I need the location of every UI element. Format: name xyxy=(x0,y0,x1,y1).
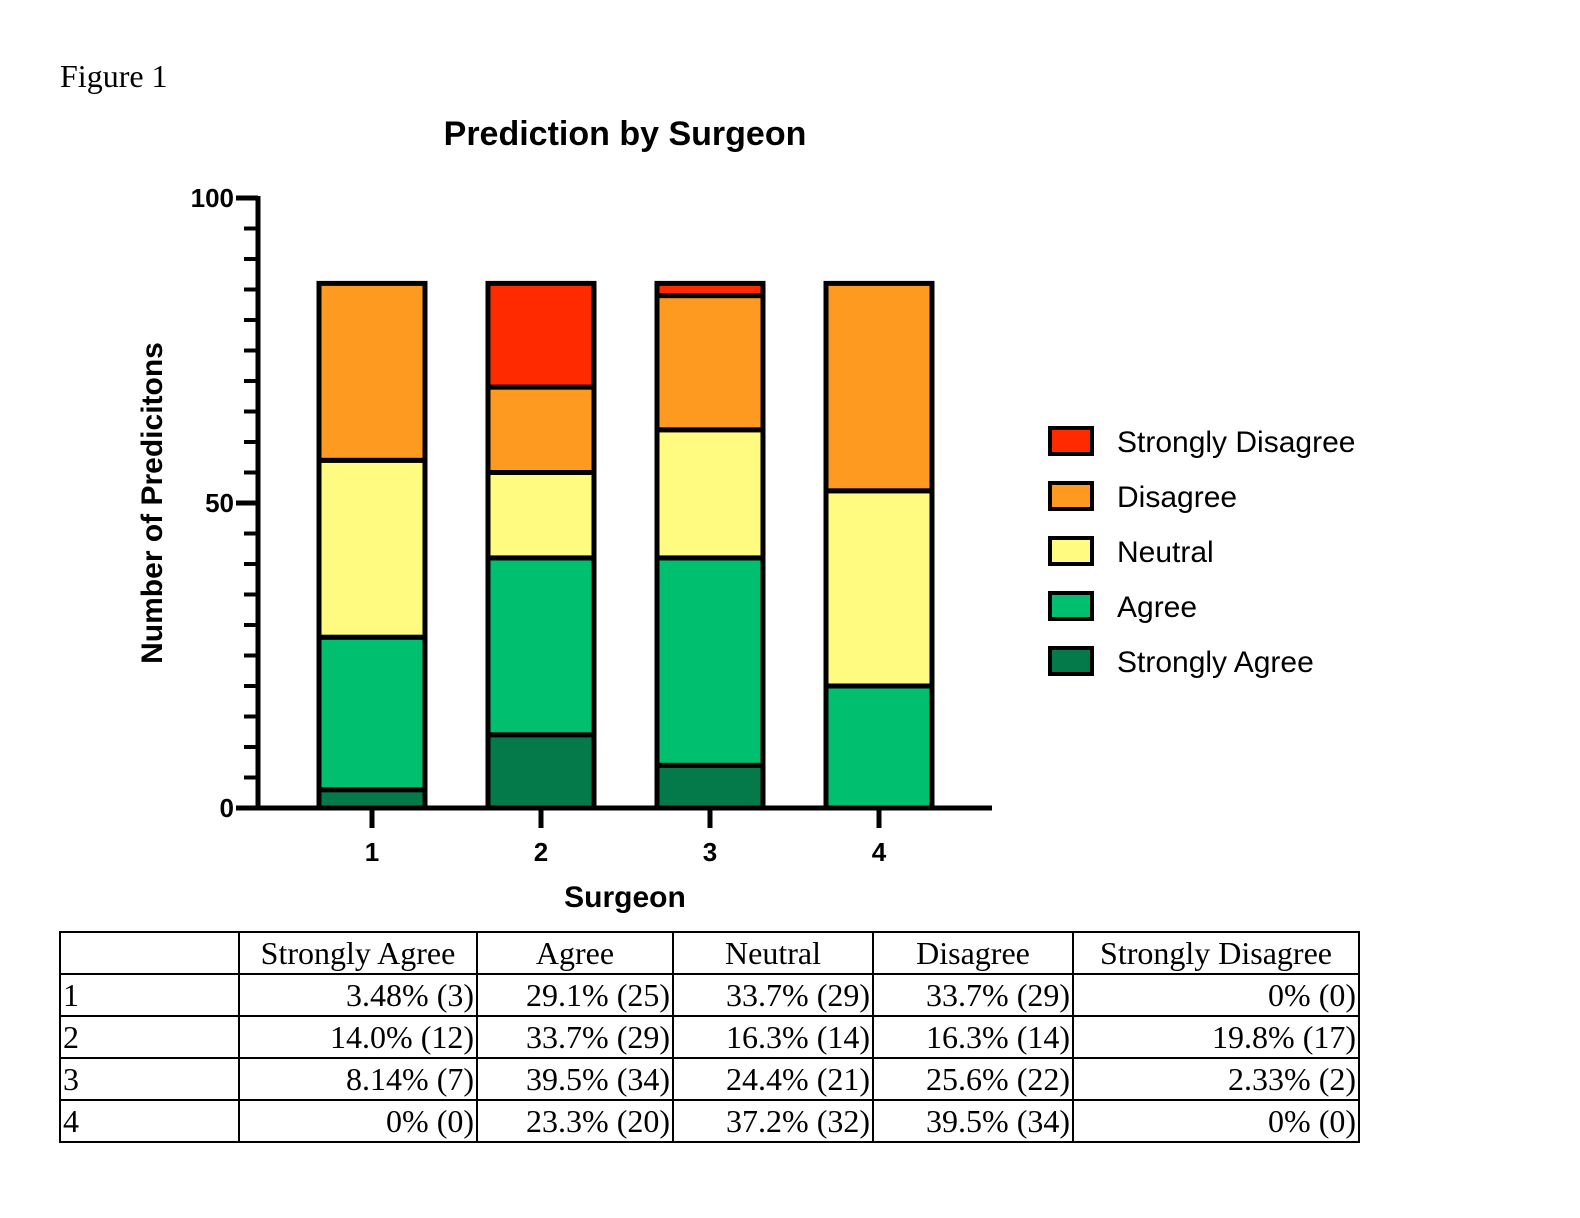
table-cell: 39.5% (34) xyxy=(476,1057,674,1101)
table-row: 4 0% (0) 23.3% (20) 37.2% (32) 39.5% (34… xyxy=(59,1099,1360,1143)
stacked-bar-chart: Prediction by Surgeon 0 50 100 1 2 3 4 Number … xyxy=(136,115,1355,914)
bar-segment xyxy=(823,488,935,689)
bar-segment xyxy=(654,280,766,299)
bar-segment xyxy=(316,457,428,640)
table-cell: 16.3% (14) xyxy=(872,1015,1074,1059)
table-row: 2 14.0% (12) 33.7% (29) 16.3% (14) 16.3%… xyxy=(59,1015,1360,1059)
legend-swatch xyxy=(1048,536,1094,566)
legend-swatch xyxy=(1048,646,1094,676)
x-tick-label: 3 xyxy=(703,837,717,867)
legend-label: Strongly Disagree xyxy=(1117,426,1355,459)
bar-segment xyxy=(485,470,597,561)
y-tick-label: 50 xyxy=(205,488,234,518)
legend: Strongly Disagree Disagree Neutral Agree Str… xyxy=(1048,426,1355,679)
table-cell: 33.7% (29) xyxy=(672,973,874,1017)
legend-label: Disagree xyxy=(1117,481,1237,514)
table-cell: 2.33% (2) xyxy=(1072,1057,1360,1101)
bar-segment xyxy=(485,732,597,811)
table-cell: 16.3% (14) xyxy=(672,1015,874,1059)
bar-segment xyxy=(654,293,766,433)
table-header-cell: Disagree xyxy=(872,931,1074,975)
bar-segment xyxy=(823,683,935,811)
table-cell: 39.5% (34) xyxy=(872,1099,1074,1143)
table-cell: 3.48% (3) xyxy=(238,973,478,1017)
y-tick-label: 0 xyxy=(220,793,234,823)
table-cell: 14.0% (12) xyxy=(238,1015,478,1059)
data-table: Strongly Agree Agree Neutral Disagree St… xyxy=(59,931,1360,1143)
table-header-cell: Strongly Disagree xyxy=(1072,931,1360,975)
table-row: 1 3.48% (3) 29.1% (25) 33.7% (29) 33.7% … xyxy=(59,973,1360,1017)
chart-title: Prediction by Surgeon xyxy=(444,115,807,153)
table-cell: 23.3% (20) xyxy=(476,1099,674,1143)
table-header-cell: Neutral xyxy=(672,931,874,975)
legend-label: Neutral xyxy=(1117,536,1214,569)
table-cell: 33.7% (29) xyxy=(476,1015,674,1059)
table-header-cell: Agree xyxy=(476,931,674,975)
table-header-row: Strongly Agree Agree Neutral Disagree St… xyxy=(59,931,1360,975)
legend-label: Agree xyxy=(1117,591,1197,624)
bar-segment xyxy=(485,384,597,476)
y-axis-title: Number of Predicitons xyxy=(136,342,169,664)
bar-segment xyxy=(316,280,428,463)
bar-segment xyxy=(316,634,428,793)
x-tick-label: 1 xyxy=(365,837,379,867)
x-tick-label: 4 xyxy=(872,837,887,867)
table-cell: 8.14% (7) xyxy=(238,1057,478,1101)
bar-segment xyxy=(654,762,766,811)
table-header-cell: Strongly Agree xyxy=(238,931,478,975)
table-cell: 3 xyxy=(59,1057,240,1101)
table-cell: 33.7% (29) xyxy=(872,973,1074,1017)
table-cell: 0% (0) xyxy=(238,1099,478,1143)
x-tick-label: 2 xyxy=(534,837,548,867)
legend-label: Strongly Agree xyxy=(1117,646,1314,679)
bar-segment xyxy=(654,427,766,561)
legend-swatch xyxy=(1048,481,1094,511)
legend-swatch xyxy=(1048,591,1094,621)
table-cell: 1 xyxy=(59,973,240,1017)
table-cell: 0% (0) xyxy=(1072,1099,1360,1143)
table-cell: 2 xyxy=(59,1015,240,1059)
bars-group xyxy=(316,280,935,811)
bar-segment xyxy=(485,555,597,738)
legend-swatch xyxy=(1048,426,1094,456)
bar-segment xyxy=(316,787,428,811)
figure-label: Figure 1 xyxy=(60,58,168,94)
x-axis-title: Surgeon xyxy=(564,881,686,914)
y-tick-label: 100 xyxy=(191,183,234,213)
bar-segment xyxy=(654,555,766,768)
table-header-cell xyxy=(59,931,240,975)
table-cell: 19.8% (17) xyxy=(1072,1015,1360,1059)
table-cell: 37.2% (32) xyxy=(672,1099,874,1143)
table-cell: 24.4% (21) xyxy=(672,1057,874,1101)
table-row: 3 8.14% (7) 39.5% (34) 24.4% (21) 25.6% … xyxy=(59,1057,1360,1101)
table-cell: 25.6% (22) xyxy=(872,1057,1074,1101)
table-cell: 4 xyxy=(59,1099,240,1143)
bar-segment xyxy=(485,280,597,390)
axes-group: 0 50 100 1 2 3 4 xyxy=(191,183,992,867)
bar-segment xyxy=(823,280,935,494)
table-cell: 0% (0) xyxy=(1072,973,1360,1017)
table-cell: 29.1% (25) xyxy=(476,973,674,1017)
